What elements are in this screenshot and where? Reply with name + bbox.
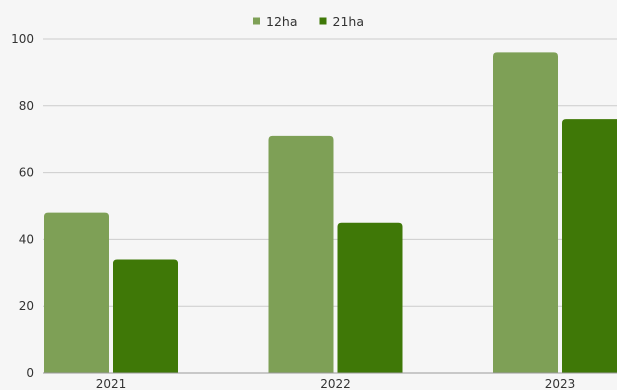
bar-21ha-2021: [113, 259, 178, 373]
bar-12ha-2023: [493, 52, 558, 374]
legend-label: 12ha: [266, 14, 298, 29]
y-tick-label: 80: [19, 99, 34, 113]
legend-swatch: [319, 17, 327, 25]
bar-12ha-2021: [44, 212, 109, 373]
y-tick-label: 60: [19, 166, 34, 180]
bar-21ha-2022: [337, 222, 403, 373]
bar-series: [44, 52, 617, 374]
x-tick-label: 2023: [545, 377, 576, 390]
legend: 12ha 21ha: [253, 14, 364, 29]
x-tick-label: 2022: [320, 377, 351, 390]
bar-12ha-2022: [268, 135, 334, 373]
bar-21ha-2023: [562, 119, 617, 373]
legend-item: 12ha: [253, 14, 298, 29]
x-axis: 2021 2022 2023: [96, 377, 576, 390]
legend-item: 21ha: [319, 14, 365, 29]
y-tick-label: 0: [26, 366, 34, 380]
legend-swatch: [253, 17, 260, 25]
x-tick-label: 2021: [96, 377, 127, 390]
legend-label: 21ha: [333, 14, 365, 29]
y-tick-label: 100: [11, 32, 34, 46]
y-tick-label: 40: [19, 232, 34, 246]
y-axis: 0 20 40 60 80 100: [11, 32, 34, 380]
y-tick-label: 20: [19, 299, 34, 313]
